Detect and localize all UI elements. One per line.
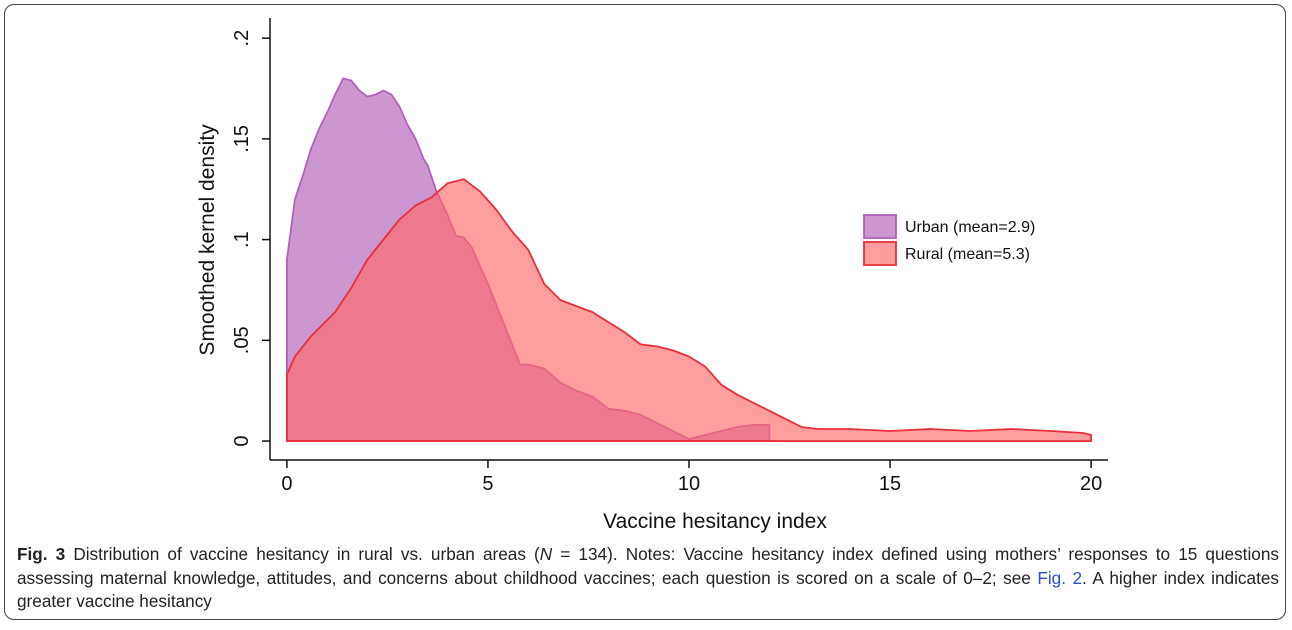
x-tick-label: 10 bbox=[678, 473, 700, 495]
legend-swatch bbox=[863, 214, 897, 239]
legend-label: Urban (mean=2.9) bbox=[905, 219, 1035, 236]
y-tick-label: .1 bbox=[231, 231, 253, 248]
caption-text: = 134). Notes: Vaccine hesitancy index d… bbox=[17, 544, 1279, 588]
x-tick-label: 15 bbox=[879, 473, 901, 495]
y-axis-title: Smoothed kernel density bbox=[196, 124, 219, 356]
density-area bbox=[286, 178, 1092, 442]
x-axis-title: Vaccine hesitancy index bbox=[603, 510, 827, 533]
x-tick-label: 20 bbox=[1080, 473, 1102, 495]
caption: Fig. 3 Distribution of vaccine hesitancy… bbox=[17, 543, 1279, 614]
legend-swatch bbox=[863, 241, 897, 266]
y-tick-label: 0 bbox=[231, 436, 253, 447]
legend-label: Rural (mean=5.3) bbox=[905, 246, 1030, 263]
y-tick-label: .05 bbox=[231, 326, 253, 354]
figure-frame bbox=[4, 4, 1286, 620]
chart: Vaccine hesitancy index Smoothed kernel … bbox=[196, 18, 1108, 533]
y-tick-label: .2 bbox=[231, 30, 253, 47]
caption-link[interactable]: Fig. 2 bbox=[1037, 567, 1083, 588]
x-tick-label: 0 bbox=[281, 473, 292, 495]
caption-text: . A higher index indicates greater vacci… bbox=[17, 567, 1279, 612]
caption-italic: N bbox=[539, 544, 553, 564]
caption-text: Distribution of vaccine hesitancy in rur… bbox=[65, 544, 540, 564]
y-tick-label: .15 bbox=[231, 125, 253, 153]
x-tick-label: 5 bbox=[482, 473, 493, 495]
caption-label: Fig. 3 bbox=[17, 544, 66, 564]
